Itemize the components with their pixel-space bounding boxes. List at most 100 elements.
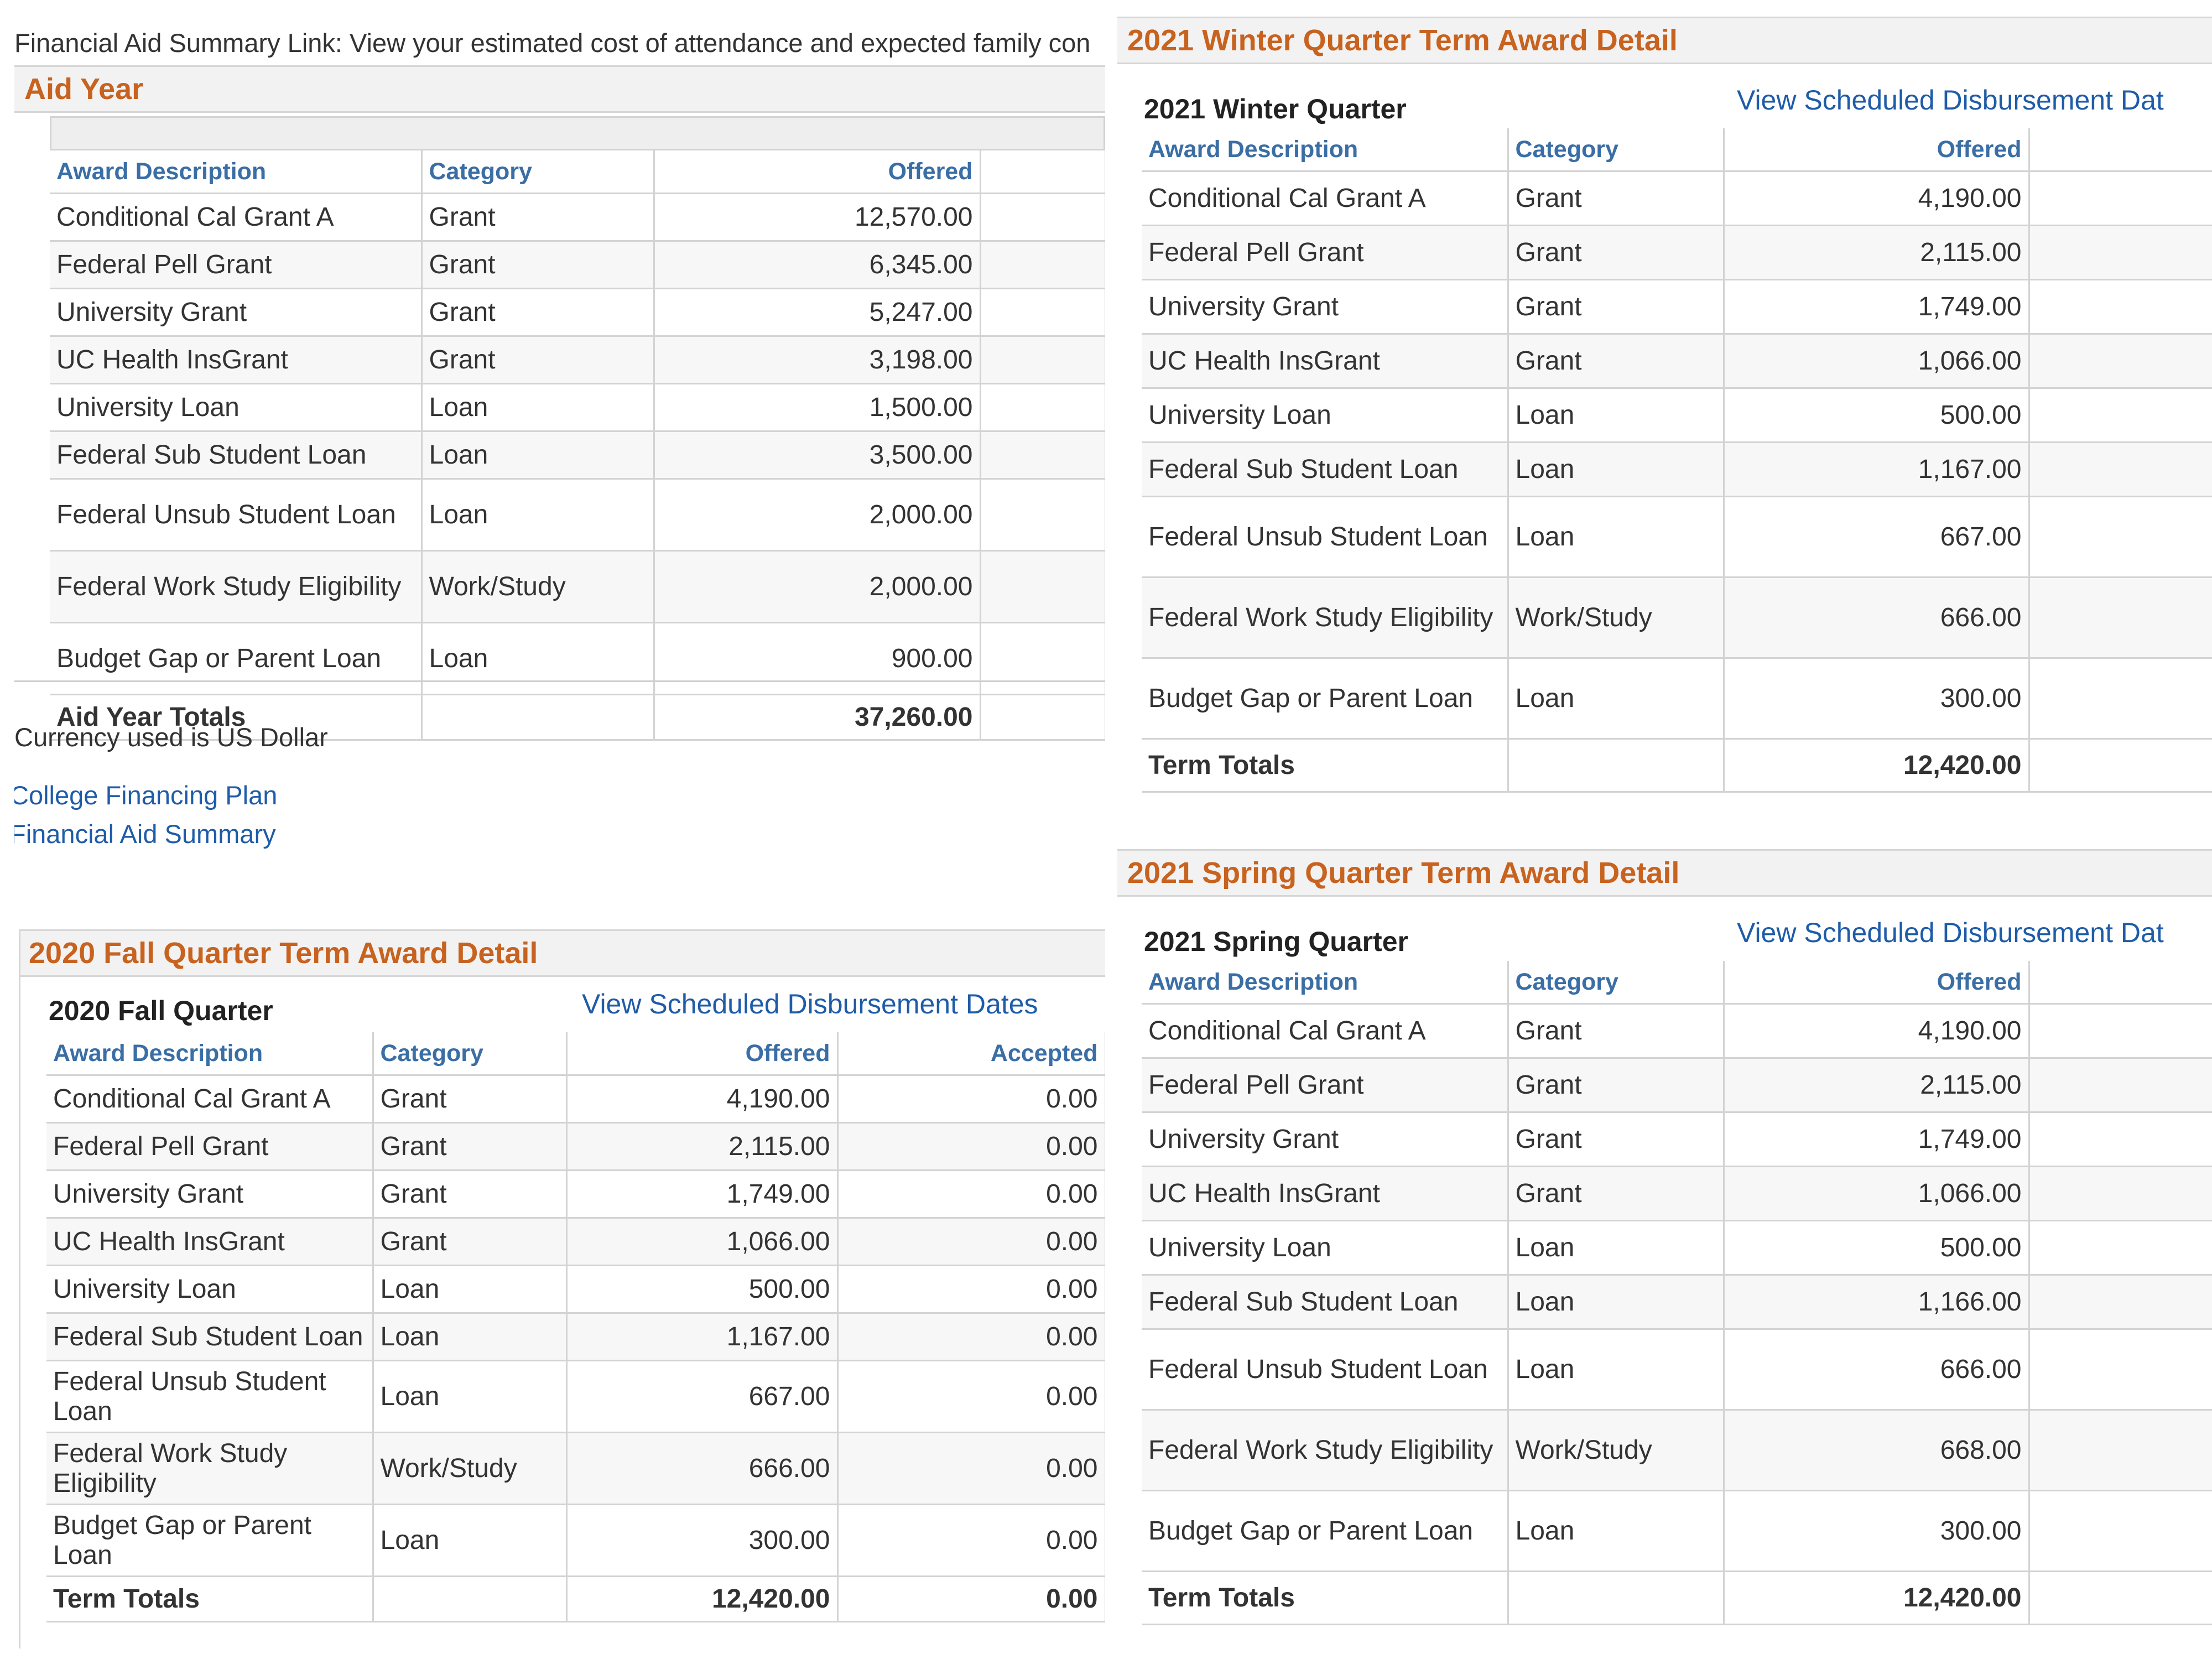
category-cell: Grant — [373, 1122, 568, 1171]
award-description-cell: University Grant — [1142, 1112, 1509, 1167]
offered-cell: 300.00 — [1724, 658, 2030, 740]
fall-disbursement-dates-link[interactable]: View Scheduled Disbursement Dates — [582, 989, 1038, 1020]
fall-term-rows: Conditional Cal Grant A Grant 4,190.00 0.00… — [46, 1075, 1105, 1577]
blank-cell — [2029, 1003, 2212, 1059]
award-description-cell: University Loan — [50, 383, 423, 432]
accepted-cell: 0.00 — [837, 1122, 1105, 1171]
column-header-accepted[interactable]: A — [2029, 961, 2212, 1005]
accepted-cell: 0.00 — [837, 1218, 1105, 1266]
winter-term-rows: Conditional Cal Grant A Grant 4,190.00 Fede… — [1142, 171, 2212, 740]
offered-cell: 666.00 — [566, 1432, 839, 1505]
accepted-cell: 0.00 — [837, 1265, 1105, 1314]
column-header-award-description[interactable]: Award Description — [1142, 961, 1509, 1005]
offered-cell: 2,000.00 — [654, 550, 981, 623]
award-description-cell: Budget Gap or Parent Loan — [1142, 658, 1509, 740]
table-row: Federal Work Study Eligibility Work/Study… — [50, 550, 1105, 623]
table-row: Federal Sub Student Loan Loan 1,167.00 0.00 — [46, 1313, 1105, 1361]
table-row: Conditional Cal Grant A Grant 4,190.00 — [1142, 1003, 2212, 1059]
totals-label: Term Totals — [46, 1576, 374, 1622]
column-header-award-description[interactable]: Award Description — [46, 1032, 374, 1076]
column-header-offered[interactable]: Offered — [1724, 961, 2030, 1005]
aid-year-rows: Conditional Cal Grant A Grant 12,570.00 Fed… — [50, 193, 1105, 695]
category-cell: Grant — [1508, 171, 1725, 226]
category-cell: Loan — [1508, 658, 1725, 740]
accepted-cell: 0.00 — [837, 1170, 1105, 1219]
totals-accepted: 0.00 — [837, 1576, 1105, 1622]
category-cell: Loan — [1508, 442, 1725, 497]
totals-blank — [2029, 739, 2212, 793]
totals-label: Aid Year Totals — [50, 694, 423, 741]
blank-cell — [2029, 279, 2212, 335]
winter-disbursement-dates-link[interactable]: View Scheduled Disbursement Dat — [1737, 85, 2164, 116]
column-header-category[interactable]: Category — [421, 150, 655, 194]
offered-cell: 6,345.00 — [654, 241, 981, 289]
spring-term-panel: 2021 Spring Quarter Term Award Detail 20… — [1117, 849, 2212, 1646]
financial-aid-summary-intro[interactable]: Financial Aid Summary Link: View your es… — [14, 28, 1091, 58]
table-row: UC Health InsGrant Grant 1,066.00 0.00 — [46, 1218, 1105, 1266]
column-header-award-description[interactable]: Award Description — [50, 150, 423, 194]
column-header-accepted[interactable]: A — [2029, 128, 2212, 172]
award-description-cell: Federal Sub Student Loan — [1142, 1275, 1509, 1330]
offered-cell: 1,167.00 — [1724, 442, 2030, 497]
column-header-accepted[interactable]: Accepted — [837, 1032, 1105, 1076]
blank-cell — [2029, 577, 2212, 659]
offered-cell: 1,167.00 — [566, 1313, 839, 1361]
category-cell: Grant — [421, 193, 655, 242]
fall-term-name: 2020 Fall Quarter — [49, 995, 273, 1026]
table-row: Federal Pell Grant Grant 6,345.00 — [50, 241, 1105, 289]
blank-cell — [2029, 442, 2212, 497]
blank-cell — [2029, 658, 2212, 740]
category-cell: Grant — [373, 1218, 568, 1266]
category-cell: Loan — [421, 431, 655, 480]
blank-cell — [2029, 1058, 2212, 1113]
table-row: Federal Sub Student Loan Loan 3,500.00 — [50, 431, 1105, 480]
table-row: Federal Pell Grant Grant 2,115.00 0.00 — [46, 1122, 1105, 1171]
table-row: Federal Sub Student Loan Loan 1,167.00 — [1142, 442, 2212, 497]
offered-cell: 500.00 — [1724, 388, 2030, 443]
totals-category — [373, 1576, 568, 1622]
award-description-cell: Budget Gap or Parent Loan — [1142, 1490, 1509, 1572]
category-cell: Loan — [421, 383, 655, 432]
table-row: University Grant Grant 5,247.00 — [50, 288, 1105, 337]
award-description-cell: Federal Pell Grant — [46, 1122, 374, 1171]
column-header-award-description[interactable]: Award Description — [1142, 128, 1509, 172]
column-header-category[interactable]: Category — [1508, 961, 1725, 1005]
column-header-category[interactable]: Category — [373, 1032, 568, 1076]
offered-cell: 900.00 — [654, 622, 981, 695]
blank-cell — [2029, 1166, 2212, 1221]
aid-year-grid-toolbar — [50, 116, 1105, 150]
offered-cell: 300.00 — [566, 1504, 839, 1577]
offered-cell: 1,749.00 — [1724, 1112, 2030, 1167]
table-row: Budget Gap or Parent Loan Loan 300.00 — [1142, 658, 2212, 740]
totals-row: Aid Year Totals 37,260.00 — [50, 694, 1105, 741]
spring-disbursement-dates-link[interactable]: View Scheduled Disbursement Dat — [1737, 917, 2164, 948]
totals-offered: 12,420.00 — [1724, 1571, 2030, 1625]
column-header-offered[interactable]: Offered — [654, 150, 981, 194]
award-description-cell: Federal Pell Grant — [1142, 1058, 1509, 1113]
financial-aid-summary-link[interactable]: Financial Aid Summary — [14, 819, 276, 849]
award-description-cell: Federal Work Study Eligibility — [50, 550, 423, 623]
offered-cell: 5,247.00 — [654, 288, 981, 337]
award-description-cell: University Loan — [1142, 388, 1509, 443]
offered-cell: 666.00 — [1724, 577, 2030, 659]
column-header-offered[interactable]: Offered — [1724, 128, 2030, 172]
category-cell: Loan — [1508, 496, 1725, 578]
column-header-offered[interactable]: Offered — [566, 1032, 839, 1076]
totals-offered: 12,420.00 — [1724, 739, 2030, 793]
award-description-cell: UC Health InsGrant — [1142, 334, 1509, 389]
award-description-cell: Federal Sub Student Loan — [46, 1313, 374, 1361]
award-description-cell: Conditional Cal Grant A — [1142, 1003, 1509, 1059]
aid-year-table: Award Description Category Offered Condi… — [50, 150, 1105, 741]
totals-row: Term Totals 12,420.00 — [1142, 1571, 2212, 1625]
totals-label: Term Totals — [1142, 1571, 1509, 1625]
fall-term-panel: 2020 Fall Quarter Term Award Detail 2020… — [19, 929, 1105, 1648]
winter-term-panel: 2021 Winter Quarter Term Award Detail 20… — [1117, 17, 2212, 802]
column-header-category[interactable]: Category — [1508, 128, 1725, 172]
offered-cell: 2,000.00 — [654, 479, 981, 552]
offered-cell: 2,115.00 — [566, 1122, 839, 1171]
category-cell: Loan — [1508, 1329, 1725, 1411]
college-financing-plan-link[interactable]: College Financing Plan — [14, 781, 278, 810]
table-row: University Loan Loan 500.00 0.00 — [46, 1265, 1105, 1314]
offered-cell: 3,500.00 — [654, 431, 981, 480]
blank-cell — [980, 193, 1105, 242]
